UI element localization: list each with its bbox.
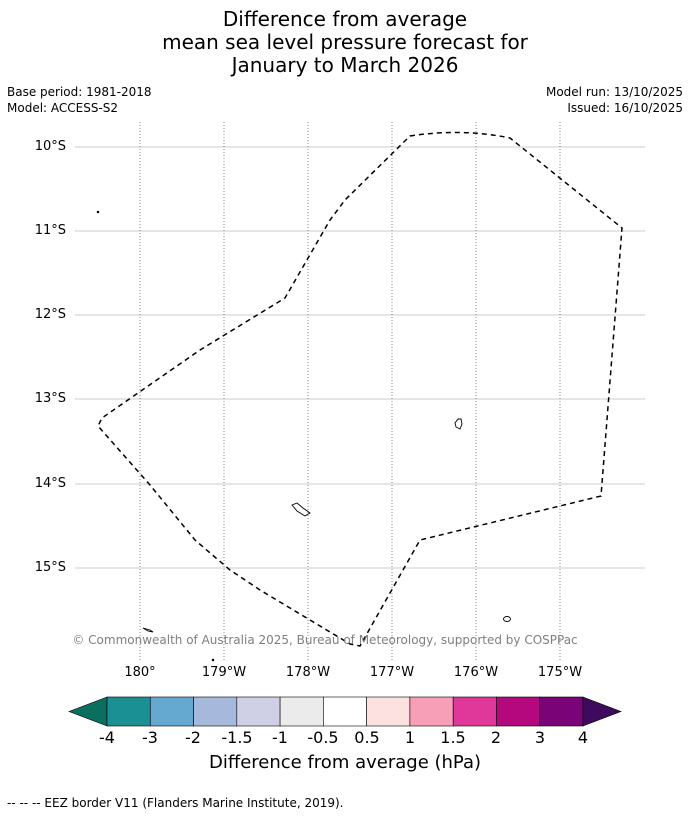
island-central (291, 502, 311, 517)
colorbar-tick-2: 2 (490, 728, 502, 747)
lat-label-12s: 12°S (34, 307, 66, 322)
issued-date: Issued: 16/10/2025 (567, 101, 683, 115)
model-run: Model run: 13/10/2025 (545, 85, 683, 99)
colorbar-segment-1 (106, 696, 151, 727)
lon-label-179w: 179°W (201, 665, 247, 680)
colorbar-under-arrow (68, 696, 108, 727)
colorbar-segment-8 (409, 696, 454, 727)
eez-border (97, 131, 623, 647)
colorbar-tick-neg2: -2 (185, 728, 201, 747)
colorbar-tick-neg1-5: -1.5 (221, 728, 253, 747)
lat-label-13s: 13°S (34, 391, 66, 406)
colorbar-tick-neg3: -3 (142, 728, 158, 747)
lat-label-11s: 11°S (34, 223, 66, 238)
colorbar-tick-1: 1 (404, 728, 416, 747)
island-southwest (142, 627, 154, 633)
lon-label-180: 180° (124, 665, 156, 680)
lat-label-10s: 10°S (34, 139, 66, 154)
island-southeast (503, 616, 511, 622)
colorbar-segment-3 (193, 696, 238, 727)
map-title: Difference from average mean sea level p… (0, 8, 690, 77)
colorbar-tick-neg4: -4 (99, 728, 115, 747)
colorbar-tick-neg0-5: -0.5 (307, 728, 339, 747)
model-name: Model: ACCESS-S2 (7, 101, 119, 115)
lon-label-175w: 175°W (537, 665, 583, 680)
meta-right: Model run: 13/10/2025 Issued: 16/10/2025 (546, 84, 683, 116)
title-line-1: Difference from average (222, 7, 468, 31)
colorbar-over-arrow (582, 696, 622, 727)
lon-label-176w: 176°W (453, 665, 499, 680)
colorbar-segment-7 (366, 696, 411, 727)
title-line-2: mean sea level pressure forecast for (162, 30, 528, 54)
colorbar-segment-4 (236, 696, 281, 727)
colorbar-segment-10 (496, 696, 541, 727)
colorbar-segment-9 (452, 696, 497, 727)
colorbar-tick-4: 4 (577, 728, 589, 747)
colorbar-segment-2 (149, 696, 194, 727)
lat-label-15s: 15°S (34, 560, 66, 575)
colorbar-segments (106, 696, 584, 727)
lat-label-14s: 14°S (34, 476, 66, 491)
colorbar-tick-0-5: 0.5 (354, 728, 380, 747)
lon-label-178w: 178°W (285, 665, 331, 680)
colorbar (68, 696, 622, 727)
base-period: Base period: 1981-2018 (7, 85, 152, 99)
colorbar-title: Difference from average (hPa) (208, 752, 482, 773)
latitude-gridlines (75, 146, 645, 569)
colorbar-segment-11 (539, 696, 584, 727)
island-east (454, 418, 463, 430)
longitude-gridlines (139, 122, 561, 660)
colorbar-segment-6 (323, 696, 367, 727)
colorbar-tick-3: 3 (534, 728, 546, 747)
eez-legend: -- -- -- EEZ border V11 (Flanders Marine… (7, 796, 344, 810)
islands (96, 210, 511, 662)
lon-label-177w: 177°W (369, 665, 415, 680)
meta-left: Base period: 1981-2018 Model: ACCESS-S2 (7, 84, 152, 116)
title-line-3: January to March 2026 (231, 53, 459, 77)
colorbar-segment-5 (279, 696, 324, 727)
island-tiny-south (211, 658, 215, 662)
colorbar-tick-neg1: -1 (272, 728, 288, 747)
copyright-notice: © Commonwealth of Australia 2025, Bureau… (72, 633, 578, 647)
colorbar-tick-1-5: 1.5 (440, 728, 466, 747)
island-tiny-northwest (96, 210, 100, 214)
